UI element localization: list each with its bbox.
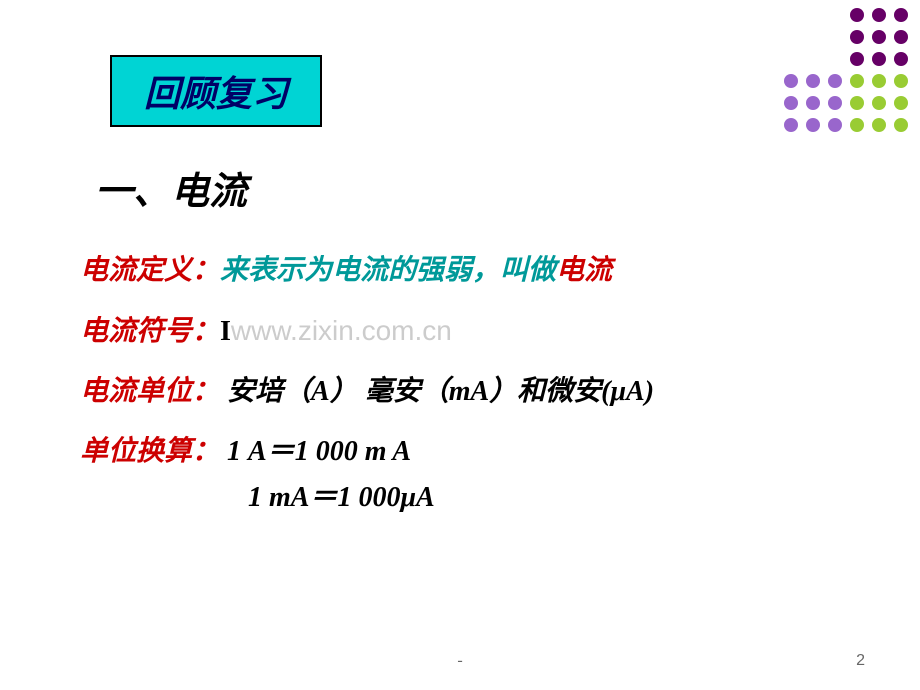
content-area: 电流定义：来表示为电流的强弱，叫做电流 电流符号：Iwww.zixin.com.… [80,250,880,537]
unit-text: 安培（A） 毫安（mA）和微安(μA) [220,376,654,407]
decoration-dot [828,96,842,110]
definition-highlight: 电流 [556,255,612,286]
decoration-dot [850,52,864,66]
convert-value-1: 1 A＝1 000 m A [220,436,411,467]
footer-dash: - [457,652,462,670]
decoration-dot [894,96,908,110]
section-heading: 一、电流 [95,160,247,215]
definition-label: 电流定义： [80,255,220,286]
convert-label: 单位换算： [80,436,220,467]
decoration-dot [872,8,886,22]
convert-value-2: 1 mA＝1 000μA [248,482,435,513]
decoration-dot [850,8,864,22]
decoration-dot [806,96,820,110]
decoration-dot [894,52,908,66]
decoration-dot [872,74,886,88]
symbol-line: 电流符号：Iwww.zixin.com.cn [80,310,880,353]
decoration-dot [894,118,908,132]
review-title-box: 回顾复习 [110,55,322,127]
definition-line: 电流定义：来表示为电流的强弱，叫做电流 [80,250,880,292]
decoration-dot [850,118,864,132]
decoration-dot [894,30,908,44]
decoration-dot [850,96,864,110]
conversion-line-2: 1 mA＝1 000μA [248,477,880,519]
decoration-dot [894,74,908,88]
decoration-dot [894,8,908,22]
decoration-dot [850,30,864,44]
decoration-dot [784,74,798,88]
decoration-dot [806,118,820,132]
decoration-dot [872,118,886,132]
decoration-dot [828,74,842,88]
conversion-line-1: 单位换算： 1 A＝1 000 m A [80,431,880,473]
decoration-dot [784,118,798,132]
review-title-text: 回顾复习 [144,74,288,114]
unit-label: 电流单位： [80,376,220,407]
decoration-dot [850,74,864,88]
definition-text: 来表示为电流的强弱，叫做 [220,255,556,286]
symbol-value: I [220,316,231,347]
decoration-dot [806,74,820,88]
decoration-dot [872,52,886,66]
decoration-dot [784,96,798,110]
decoration-dot [828,118,842,132]
symbol-label: 电流符号： [80,316,220,347]
page-number: 2 [856,652,865,670]
watermark-text: www.zixin.com.cn [231,315,452,346]
decoration-dot [872,30,886,44]
corner-dots-decoration [776,0,920,144]
unit-line: 电流单位： 安培（A） 毫安（mA）和微安(μA) [80,371,880,413]
decoration-dot [872,96,886,110]
